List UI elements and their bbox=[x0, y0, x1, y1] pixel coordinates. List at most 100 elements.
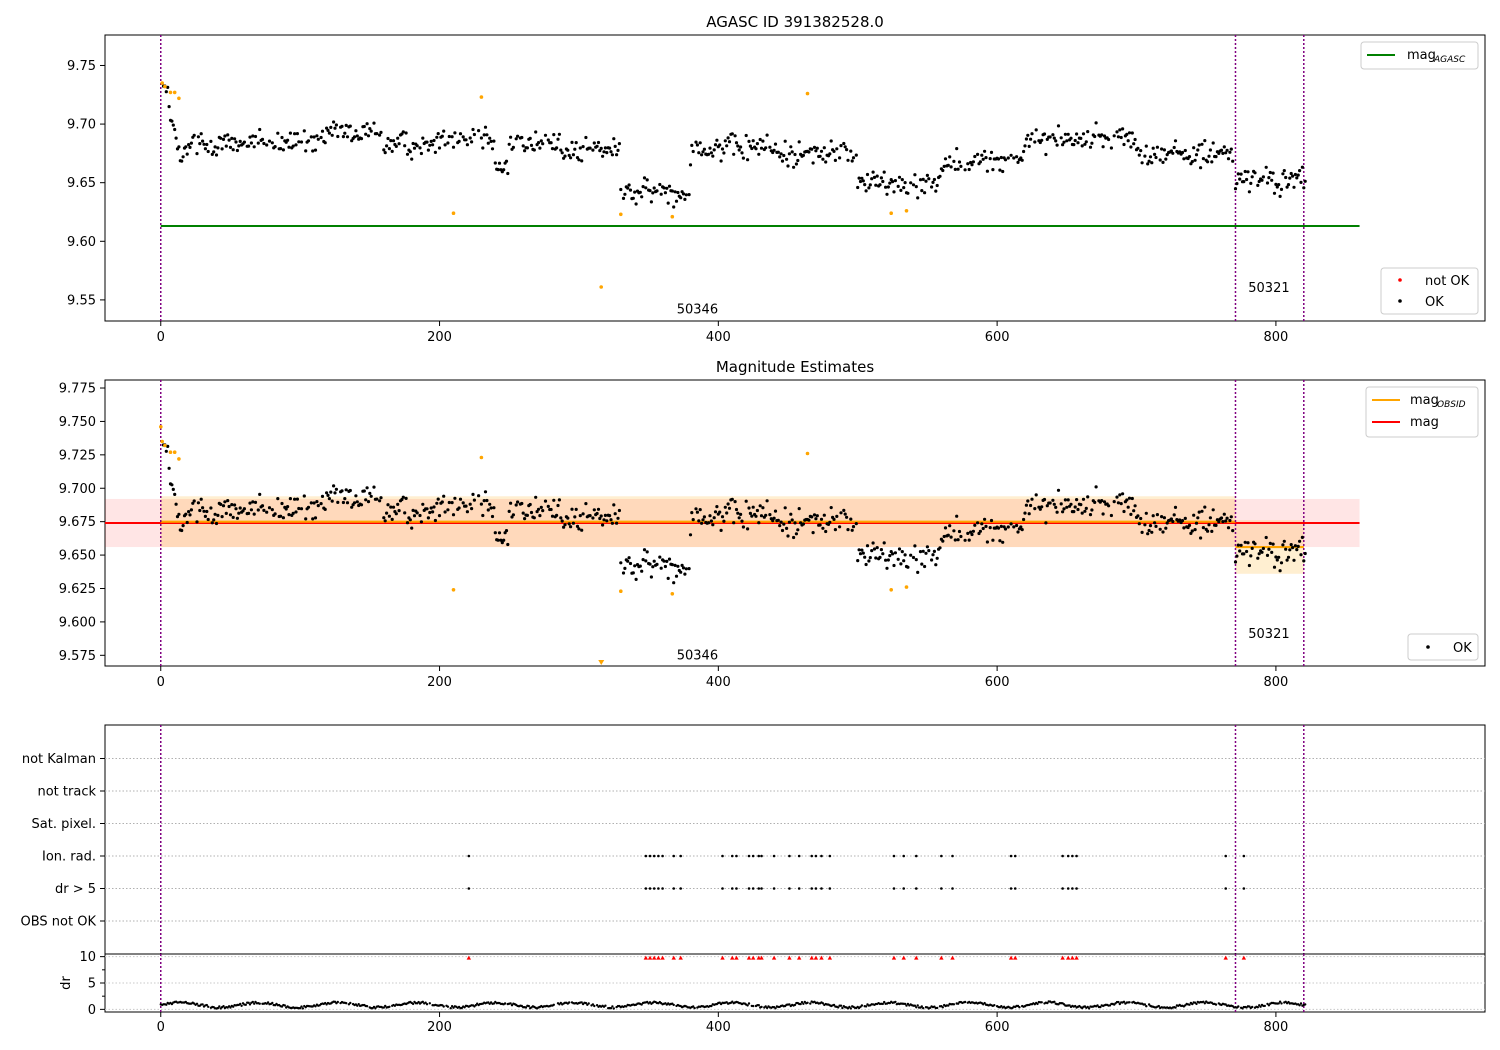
panel1-ytick-label: 9.65 bbox=[67, 176, 96, 191]
ok-point bbox=[1118, 128, 1122, 132]
ok-point bbox=[1267, 176, 1271, 180]
ok-point bbox=[242, 507, 246, 511]
ok-point bbox=[1083, 142, 1087, 146]
flag-point-dr bbox=[1061, 887, 1064, 890]
ok-point bbox=[201, 139, 205, 143]
dr-xtick-label: 400 bbox=[706, 1020, 731, 1035]
ok-point bbox=[410, 526, 414, 530]
ok-point bbox=[1217, 520, 1221, 524]
ok-point bbox=[1081, 497, 1086, 501]
ok-point bbox=[1210, 529, 1214, 534]
ok-point bbox=[177, 512, 181, 516]
flag-point-ion-rad bbox=[1013, 854, 1017, 858]
ok-point bbox=[747, 506, 751, 510]
ok-point bbox=[1228, 150, 1232, 154]
flag-point-dr bbox=[467, 887, 471, 890]
legend-label: OK bbox=[1425, 295, 1444, 310]
ok-point bbox=[828, 152, 832, 156]
ok-point bbox=[489, 506, 493, 510]
dr-point bbox=[463, 1006, 466, 1009]
ok-point bbox=[1200, 142, 1204, 146]
ok-point bbox=[598, 516, 602, 521]
ok-point bbox=[188, 145, 192, 149]
ok-point bbox=[1292, 185, 1296, 189]
dr-point bbox=[941, 1006, 944, 1009]
dr-point bbox=[299, 1007, 302, 1010]
ok-point bbox=[906, 565, 910, 569]
ok-point bbox=[173, 492, 177, 496]
dr-point bbox=[552, 1003, 555, 1006]
ok-point bbox=[482, 499, 486, 503]
ok-point bbox=[676, 564, 680, 568]
flag-point-dr bbox=[1075, 887, 1078, 890]
ok-point bbox=[861, 551, 865, 555]
ok-point bbox=[824, 529, 828, 534]
ok-point bbox=[1094, 485, 1098, 489]
ok-point bbox=[1208, 148, 1212, 152]
ok-point bbox=[493, 531, 497, 535]
ok-point bbox=[341, 500, 345, 505]
ok-point bbox=[233, 137, 237, 141]
ok-point bbox=[702, 147, 707, 151]
ok-point bbox=[1012, 525, 1016, 529]
dr-point bbox=[1277, 1002, 1280, 1005]
ok-point bbox=[832, 149, 836, 153]
ok-point bbox=[1081, 132, 1086, 136]
ok-point bbox=[1137, 153, 1141, 157]
ok-point bbox=[708, 146, 712, 150]
dr-point bbox=[809, 1002, 812, 1005]
dr-point bbox=[216, 1006, 220, 1010]
ok-point bbox=[868, 556, 872, 560]
dr-point bbox=[374, 1007, 377, 1010]
dr-point bbox=[648, 1001, 652, 1004]
ok-point bbox=[750, 514, 754, 518]
flag-point-dr bbox=[914, 887, 918, 890]
ok-point bbox=[563, 154, 567, 158]
ok-point bbox=[412, 514, 417, 518]
ok-point bbox=[437, 514, 442, 518]
ok-point bbox=[432, 505, 436, 509]
ok-point bbox=[1211, 508, 1215, 512]
ok-point bbox=[723, 505, 727, 509]
ok-point bbox=[1061, 143, 1065, 147]
dr-xtick-label: 200 bbox=[427, 1020, 452, 1035]
dr-ytick-label: 10 bbox=[79, 950, 96, 965]
ok-point bbox=[562, 525, 566, 529]
obsid-label: 50321 bbox=[1248, 627, 1289, 642]
ok-point bbox=[941, 168, 945, 173]
ok-point bbox=[509, 501, 513, 505]
ok-point bbox=[281, 148, 285, 152]
dr-point bbox=[903, 1002, 907, 1006]
ok-point bbox=[918, 550, 923, 554]
ok-point bbox=[1260, 550, 1264, 554]
ok-point bbox=[955, 514, 959, 518]
ok-point bbox=[641, 558, 645, 562]
ok-point bbox=[1009, 522, 1013, 526]
ok-point bbox=[481, 146, 485, 150]
ok-point bbox=[971, 160, 976, 164]
ok-point bbox=[736, 511, 740, 515]
dr-clipped-marker bbox=[643, 955, 649, 960]
ok-point bbox=[1102, 500, 1107, 504]
ok-point bbox=[946, 163, 950, 167]
ok-point bbox=[1286, 183, 1291, 187]
ok-point bbox=[811, 161, 815, 165]
ok-point bbox=[701, 150, 705, 154]
dr-point bbox=[421, 1000, 424, 1003]
ok-point bbox=[297, 506, 301, 511]
ok-point bbox=[740, 519, 744, 523]
ok-point bbox=[934, 563, 938, 567]
dr-point bbox=[916, 1004, 919, 1007]
ok-point bbox=[1019, 156, 1023, 160]
ok-point bbox=[251, 500, 255, 504]
ok-point bbox=[684, 567, 688, 571]
ok-point bbox=[697, 151, 701, 155]
ok-point bbox=[185, 152, 189, 156]
ok-point bbox=[985, 540, 990, 544]
ok-point bbox=[1278, 194, 1282, 198]
ok-point bbox=[1236, 543, 1240, 547]
ok-point bbox=[591, 148, 595, 152]
ok-point bbox=[166, 444, 170, 448]
ok-point bbox=[897, 547, 902, 551]
ok-point bbox=[796, 528, 800, 532]
